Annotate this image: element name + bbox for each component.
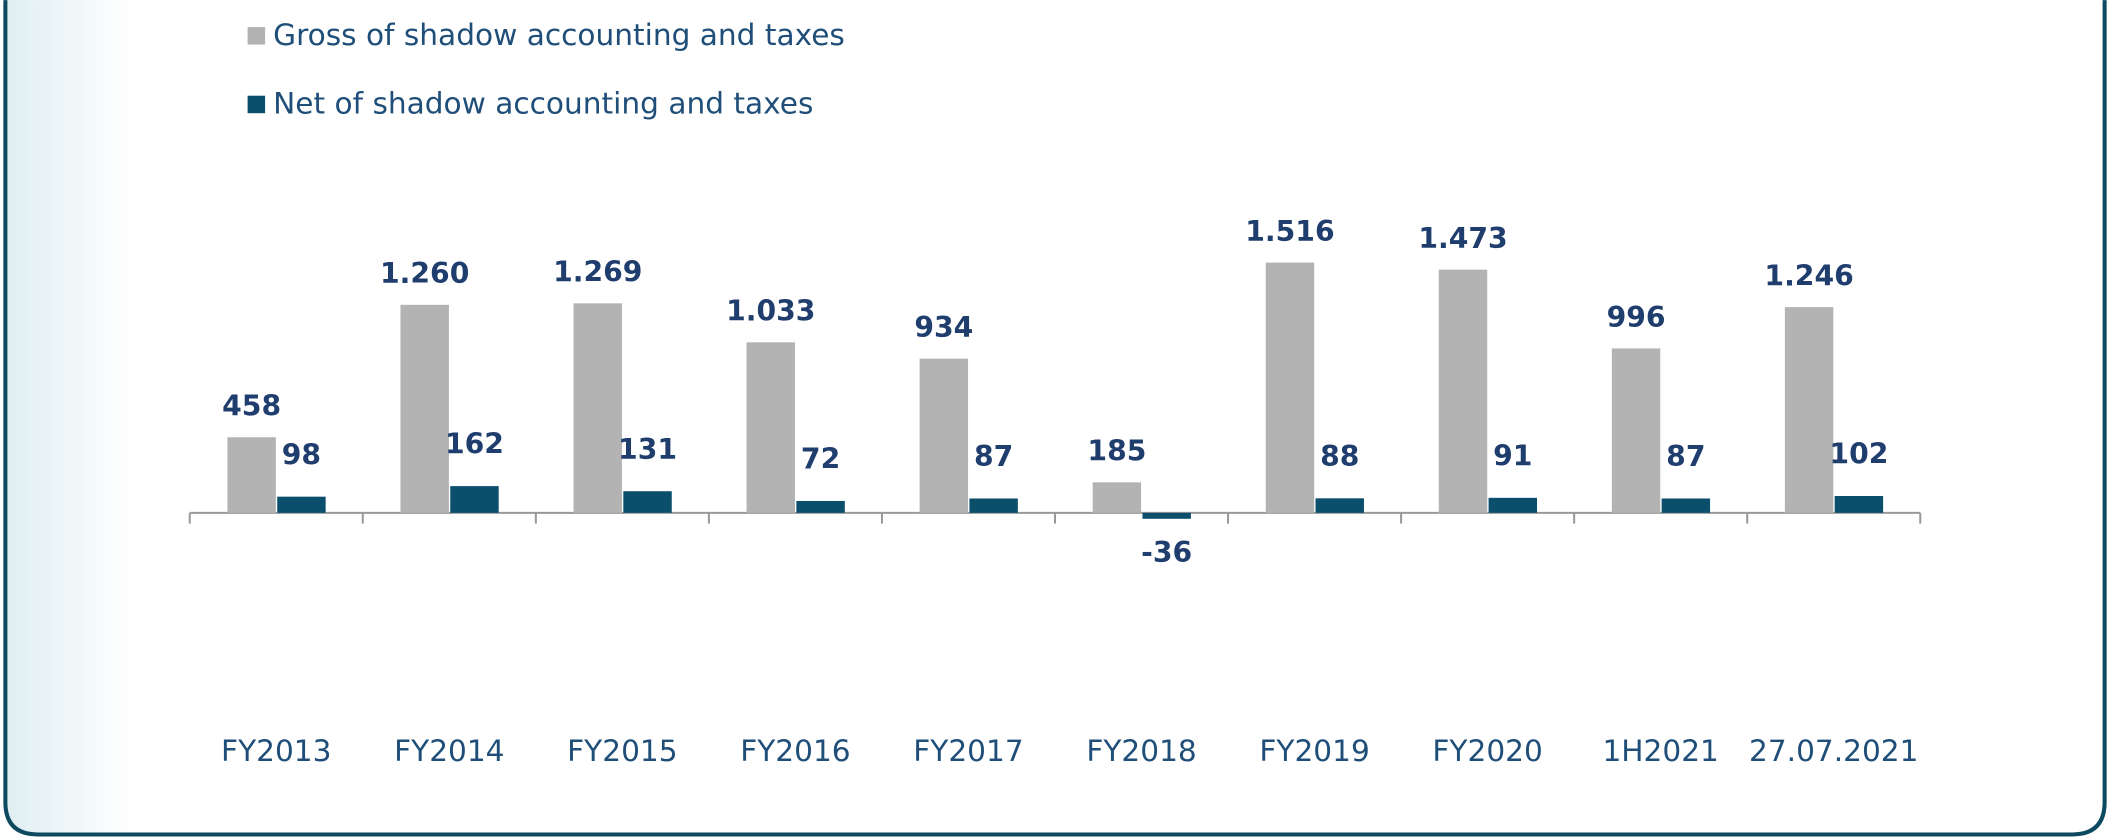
data-label: 88 [1320,440,1359,473]
bar [1438,269,1488,513]
data-label: 162 [445,428,504,461]
legend-label: Gross of shadow accounting and taxes [273,18,845,52]
bar [1834,496,1884,513]
data-label: 458 [222,390,281,423]
data-label: 1.473 [1418,222,1507,255]
data-label: 1.516 [1245,215,1334,248]
bar [1142,512,1191,519]
bar [1092,482,1142,513]
data-label: 98 [282,438,321,471]
bar [227,437,276,513]
data-label: 1.269 [553,256,642,289]
data-label: 934 [914,311,973,344]
x-tick-label: FY2018 [1086,734,1196,768]
bar [573,303,622,513]
plot: Gross of shadow accounting and taxes Net … [188,18,1922,768]
data-label: 131 [618,433,677,466]
x-tick-label: 27.07.2021 [1749,734,1918,768]
data-label: 102 [1829,438,1888,471]
data-label: 996 [1607,301,1666,334]
x-tick-label: FY2020 [1432,734,1542,768]
legend-label: Net of shadow accounting and taxes [273,87,813,121]
data-label: 1.033 [726,295,815,328]
bar [1661,498,1711,513]
x-tick-label: FY2015 [567,734,677,768]
data-label: 1.260 [380,257,469,290]
bar [450,486,499,513]
x-tick-label: FY2016 [740,734,850,768]
bar [400,304,449,513]
bar [969,498,1018,513]
x-tick-label: 1H2021 [1602,734,1718,768]
bar [1784,307,1834,513]
data-label: 91 [1493,439,1532,472]
bar [277,496,326,513]
bar [1488,497,1538,513]
x-tick-label: FY2019 [1259,734,1369,768]
data-label: -36 [1141,536,1192,569]
bar [746,342,796,513]
legend-swatch [247,95,266,114]
x-tick-label: FY2014 [394,734,504,768]
bar [796,500,845,513]
x-tick-label: FY2013 [221,734,331,768]
bar [1611,348,1661,513]
data-label: 72 [801,443,840,476]
bar [919,358,969,513]
bar [1315,498,1364,513]
bar [1265,262,1315,513]
data-label: 185 [1087,435,1146,468]
bar [623,491,672,513]
x-tick-label: FY2017 [913,734,1023,768]
data-label: 87 [974,440,1013,473]
data-label: 1.246 [1764,260,1853,293]
data-label: 87 [1666,440,1705,473]
legend-swatch [247,27,266,45]
frame [3,0,2107,837]
